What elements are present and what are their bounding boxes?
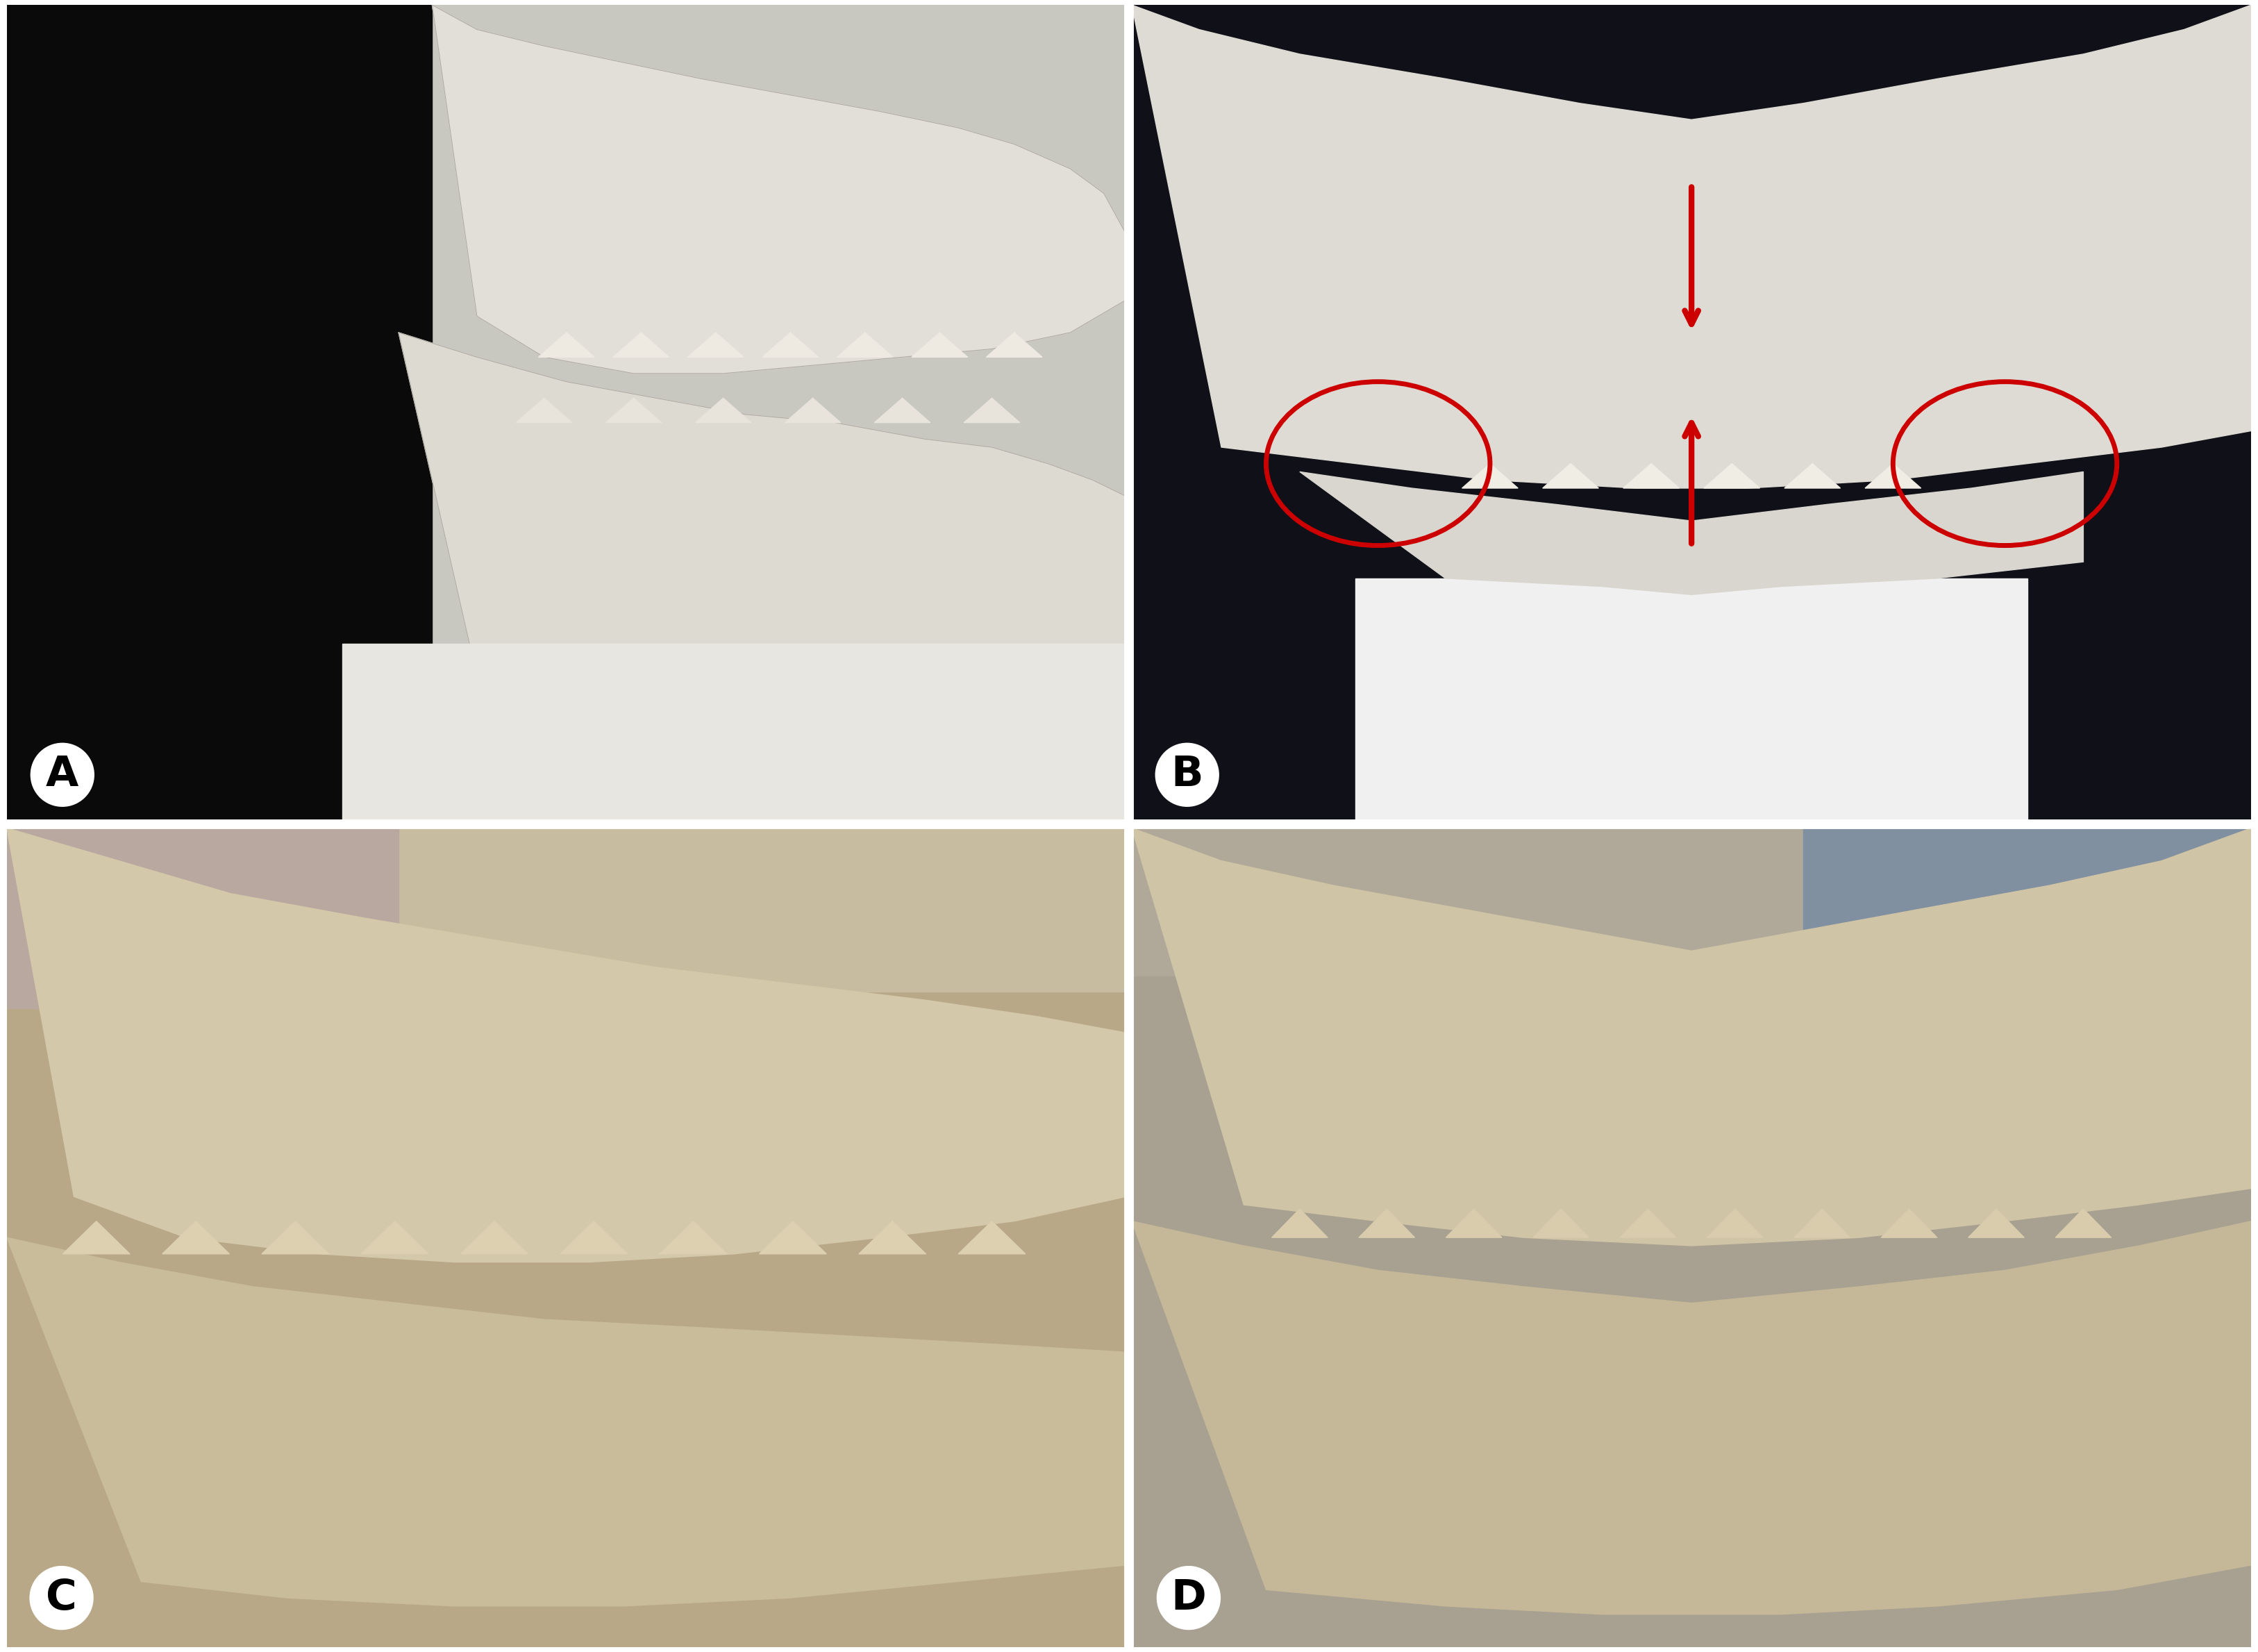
Polygon shape: [605, 398, 662, 423]
Polygon shape: [1301, 472, 2084, 595]
Polygon shape: [1784, 464, 1840, 487]
Polygon shape: [763, 332, 817, 357]
Polygon shape: [987, 332, 1043, 357]
Polygon shape: [1707, 1209, 1763, 1237]
Polygon shape: [537, 332, 594, 357]
Polygon shape: [1355, 578, 2028, 824]
Polygon shape: [912, 332, 969, 357]
Polygon shape: [759, 1221, 826, 1254]
Polygon shape: [431, 5, 1127, 373]
Polygon shape: [517, 398, 571, 423]
Polygon shape: [262, 1221, 330, 1254]
Text: C: C: [45, 1578, 77, 1619]
Polygon shape: [2055, 1209, 2111, 1237]
Polygon shape: [1131, 828, 2251, 1647]
Polygon shape: [461, 1221, 528, 1254]
Polygon shape: [1865, 464, 1922, 487]
Polygon shape: [858, 1221, 926, 1254]
Polygon shape: [7, 828, 1127, 1647]
Polygon shape: [1131, 828, 2251, 975]
Polygon shape: [689, 332, 743, 357]
Polygon shape: [343, 644, 1127, 824]
Polygon shape: [400, 332, 1127, 725]
Polygon shape: [1131, 1221, 2251, 1614]
Polygon shape: [1881, 1209, 1937, 1237]
Polygon shape: [1804, 828, 2251, 1008]
Polygon shape: [614, 332, 668, 357]
Polygon shape: [874, 398, 930, 423]
Polygon shape: [1131, 828, 2251, 1246]
Polygon shape: [7, 1237, 1127, 1606]
Polygon shape: [1542, 464, 1599, 487]
Text: D: D: [1172, 1578, 1206, 1619]
Polygon shape: [1705, 464, 1759, 487]
Polygon shape: [1533, 1209, 1590, 1237]
Polygon shape: [659, 1221, 727, 1254]
Polygon shape: [838, 332, 892, 357]
Polygon shape: [163, 1221, 230, 1254]
Polygon shape: [786, 398, 840, 423]
Text: A: A: [45, 755, 79, 795]
Polygon shape: [63, 1221, 131, 1254]
Polygon shape: [964, 398, 1021, 423]
Polygon shape: [1359, 1209, 1416, 1237]
Polygon shape: [1624, 464, 1680, 487]
Polygon shape: [1131, 5, 2251, 824]
Polygon shape: [1969, 1209, 2023, 1237]
Polygon shape: [361, 1221, 429, 1254]
Polygon shape: [1445, 1209, 1502, 1237]
Polygon shape: [560, 1221, 628, 1254]
Polygon shape: [695, 398, 752, 423]
Polygon shape: [1131, 5, 2251, 487]
Polygon shape: [7, 828, 1127, 991]
Polygon shape: [957, 1221, 1025, 1254]
Polygon shape: [1461, 464, 1517, 487]
Polygon shape: [431, 5, 1127, 824]
Polygon shape: [7, 828, 1127, 1262]
Polygon shape: [7, 5, 431, 824]
Polygon shape: [1271, 1209, 1328, 1237]
Polygon shape: [7, 828, 400, 1008]
Text: B: B: [1172, 755, 1204, 795]
Polygon shape: [1795, 1209, 1849, 1237]
Polygon shape: [1619, 1209, 1675, 1237]
